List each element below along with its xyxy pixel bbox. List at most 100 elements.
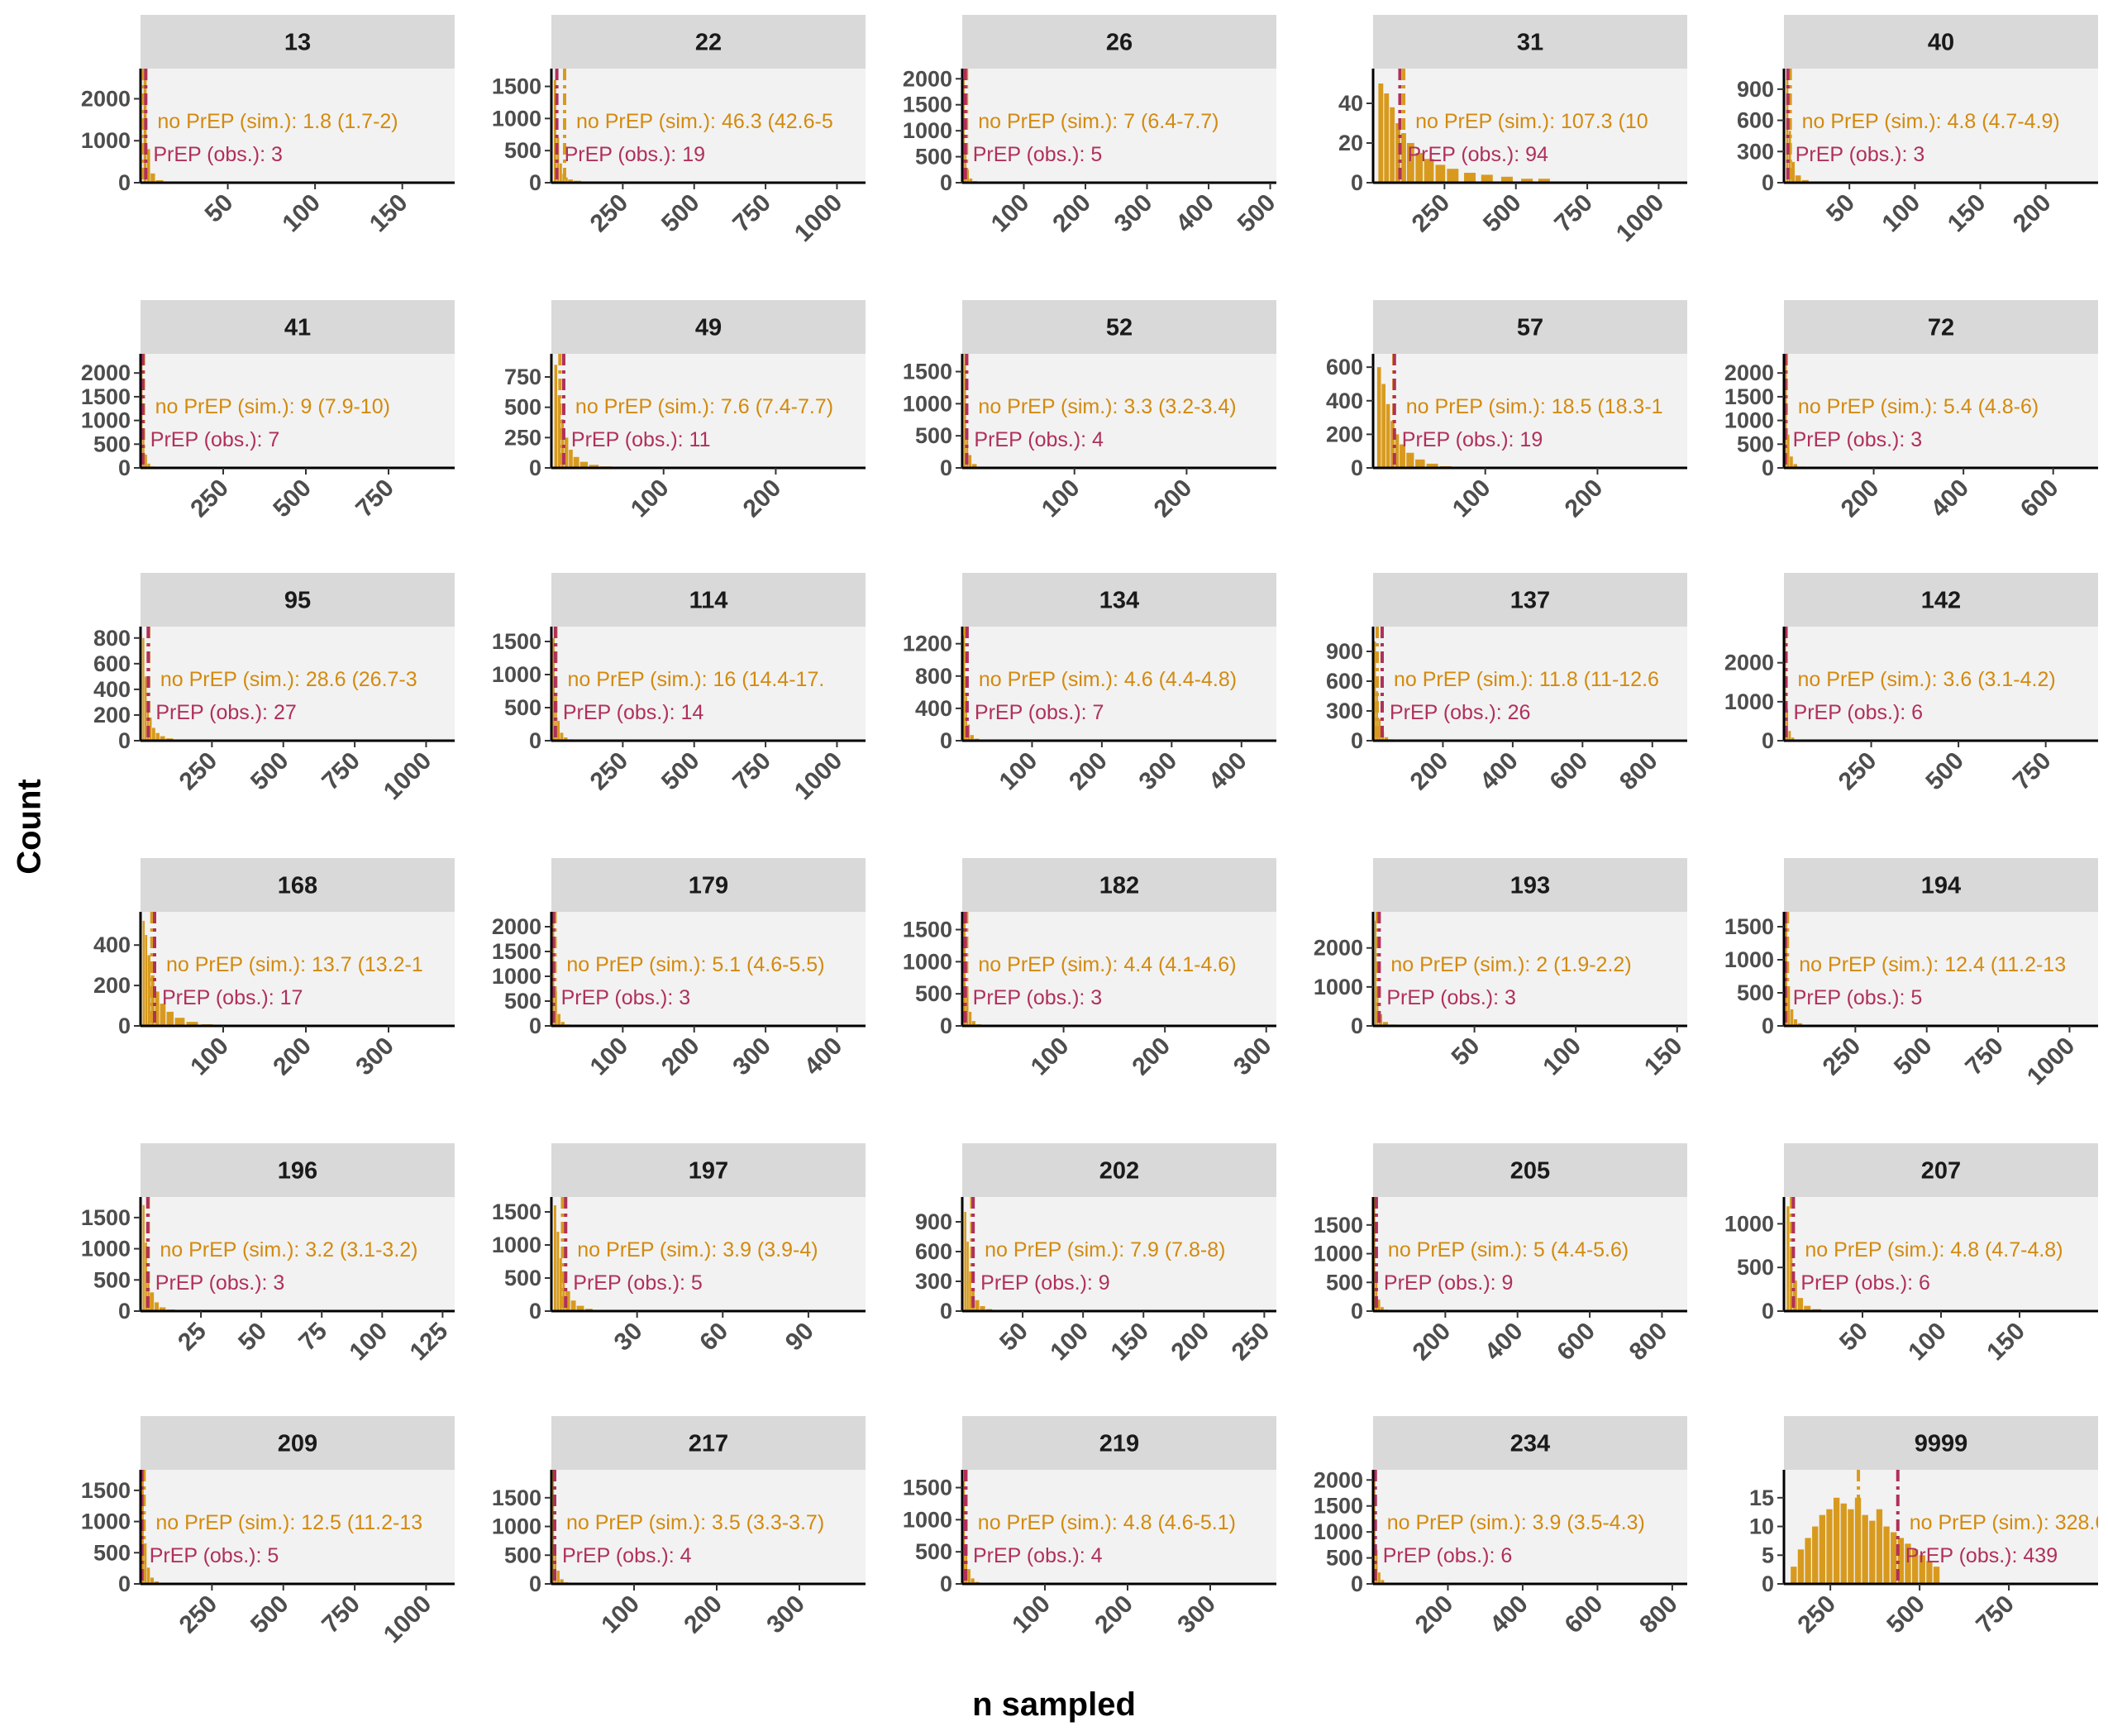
x-tick-label: 250 bbox=[174, 747, 223, 796]
panel-194: 194 no PrEP (sim.): 12.4 (11.2-13 PrEP (ob… bbox=[1724, 858, 2098, 1090]
y-tick-label: 500 bbox=[1326, 1270, 1363, 1295]
x-tick-label: 250 bbox=[1792, 1591, 1841, 1639]
x-tick-label: 250 bbox=[1818, 1033, 1867, 1081]
x-tick-label: 500 bbox=[1889, 1033, 1938, 1081]
histogram-bar bbox=[1395, 123, 1401, 183]
y-tick-label: 1500 bbox=[492, 1199, 541, 1224]
histogram-bar bbox=[963, 1481, 966, 1584]
y-tick-label: 1500 bbox=[492, 939, 541, 964]
x-tick-label: 600 bbox=[2015, 475, 2064, 523]
y-tick-label: 1500 bbox=[903, 918, 952, 942]
x-axis-label: n sampled bbox=[972, 1686, 1136, 1723]
histogram-bar bbox=[554, 1546, 557, 1584]
y-tick-label: 900 bbox=[915, 1209, 952, 1234]
facet-strip bbox=[141, 300, 455, 354]
x-tick-label: 250 bbox=[1227, 1318, 1276, 1366]
x-tick-label: 50 bbox=[1821, 189, 1860, 228]
histogram-bar bbox=[1788, 131, 1791, 183]
histogram-bar bbox=[160, 736, 165, 741]
histogram-bar bbox=[1786, 79, 1789, 183]
sim-annotation: no PrEP (sim.): 3.3 (3.2-3.4) bbox=[978, 395, 1236, 418]
histogram-bar bbox=[155, 1302, 160, 1311]
histogram-bar bbox=[1376, 1550, 1378, 1584]
x-tick-label: 50 bbox=[233, 1318, 272, 1357]
facet-strip bbox=[1373, 300, 1687, 354]
histogram-bar bbox=[145, 1242, 147, 1311]
panel-background bbox=[1373, 1197, 1687, 1311]
histogram bbox=[1791, 1497, 1940, 1584]
histogram-bar bbox=[576, 1305, 584, 1311]
histogram-bar bbox=[1805, 1538, 1811, 1584]
x-tick-label: 100 bbox=[1045, 1318, 1094, 1366]
panel-background bbox=[962, 69, 1276, 183]
facet-label: 13 bbox=[284, 30, 311, 56]
panel-13: 13 no PrEP (sim.): 1.8 (1.7-2) PrEP (obs.)… bbox=[81, 15, 455, 237]
sim-annotation: no PrEP (sim.): 13.7 (13.2-1 bbox=[166, 953, 423, 976]
y-tick-label: 1500 bbox=[903, 1476, 952, 1500]
panel-background bbox=[962, 354, 1276, 468]
y-tick-label: 0 bbox=[118, 455, 131, 480]
histogram-bar bbox=[1378, 83, 1384, 183]
y-tick-label: 1000 bbox=[1314, 1242, 1363, 1266]
histogram-bar bbox=[150, 1577, 155, 1584]
histogram-bar bbox=[568, 179, 574, 183]
x-tick-label: 500 bbox=[1920, 747, 1969, 796]
x-tick-label: 100 bbox=[1903, 1318, 1952, 1366]
histogram-bar bbox=[1833, 1497, 1840, 1584]
x-tick-label: 600 bbox=[1545, 747, 1594, 796]
panel-168: 168 no PrEP (sim.): 13.7 (13.2-1 PrEP (obs… bbox=[93, 858, 455, 1080]
histogram-bar bbox=[1406, 143, 1414, 183]
histogram-bar bbox=[1786, 709, 1789, 741]
x-tick-label: 400 bbox=[1480, 1318, 1529, 1366]
y-tick-label: 1000 bbox=[903, 118, 952, 143]
histogram-bar bbox=[1381, 1580, 1385, 1584]
panel-background bbox=[1373, 912, 1687, 1026]
obs-annotation: PrEP (obs.): 3 bbox=[155, 1271, 285, 1295]
facet-label: 209 bbox=[278, 1431, 317, 1457]
panel-background bbox=[141, 627, 455, 741]
histogram-bar bbox=[150, 1292, 155, 1311]
y-tick-label: 800 bbox=[93, 626, 131, 651]
panel-57: 57 no PrEP (sim.): 18.5 (18.3-1 PrEP (obs.… bbox=[1326, 300, 1687, 522]
panel-197: 197 no PrEP (sim.): 3.9 (3.9-4) PrEP (obs.… bbox=[492, 1143, 866, 1357]
panel-52: 52 no PrEP (sim.): 3.3 (3.2-3.4) PrEP (obs… bbox=[903, 300, 1276, 522]
y-tick-label: 400 bbox=[93, 677, 131, 702]
facet-strip bbox=[1784, 1416, 2098, 1470]
histogram-bar bbox=[1786, 1206, 1790, 1311]
panel-217: 217 no PrEP (sim.): 3.5 (3.3-3.7) PrEP (ob… bbox=[492, 1416, 866, 1638]
histogram-bar bbox=[1869, 1520, 1876, 1584]
obs-annotation: PrEP (obs.): 3 bbox=[561, 986, 691, 1009]
x-tick-label: 300 bbox=[1109, 189, 1158, 238]
histogram-bar bbox=[146, 702, 150, 741]
histogram-bar bbox=[152, 727, 155, 741]
annotations: no PrEP (sim.): 4.8 (4.6-5.1) PrEP (obs.)… bbox=[973, 1511, 1236, 1567]
x-tick-label: 1000 bbox=[1611, 189, 1670, 248]
y-tick-label: 800 bbox=[915, 664, 952, 689]
histogram-bar bbox=[174, 1018, 185, 1026]
y-tick-label: 0 bbox=[940, 728, 952, 753]
obs-annotation: PrEP (obs.): 5 bbox=[573, 1271, 703, 1295]
y-tick-label: 2000 bbox=[1724, 651, 1774, 675]
y-tick-label: 0 bbox=[1762, 1013, 1774, 1038]
facet-label: 193 bbox=[1510, 873, 1550, 899]
histogram-bar bbox=[1384, 93, 1390, 183]
histogram-bar bbox=[1785, 923, 1787, 1026]
y-tick-label: 1500 bbox=[1314, 1494, 1363, 1519]
histogram-bar bbox=[1385, 403, 1390, 468]
histogram-bar bbox=[554, 365, 558, 468]
histogram-bar bbox=[560, 732, 564, 741]
histogram-bar bbox=[965, 146, 967, 183]
sim-annotation: no PrEP (sim.): 3.9 (3.9-4) bbox=[577, 1238, 818, 1261]
histogram-bar bbox=[962, 79, 965, 183]
histogram-bar bbox=[1926, 1561, 1933, 1584]
annotations: no PrEP (sim.): 16 (14.4-17. PrEP (obs.):… bbox=[563, 668, 824, 724]
histogram bbox=[1378, 83, 1550, 183]
x-tick-label: 250 bbox=[1407, 189, 1456, 238]
y-tick-label: 500 bbox=[915, 981, 952, 1006]
histogram-bar bbox=[1406, 452, 1414, 468]
facet-label: 219 bbox=[1099, 1431, 1139, 1457]
panel-background bbox=[551, 1197, 866, 1311]
histogram-bar bbox=[1538, 179, 1550, 183]
histogram-bar bbox=[1377, 1572, 1381, 1584]
x-tick-label: 400 bbox=[1475, 747, 1524, 796]
